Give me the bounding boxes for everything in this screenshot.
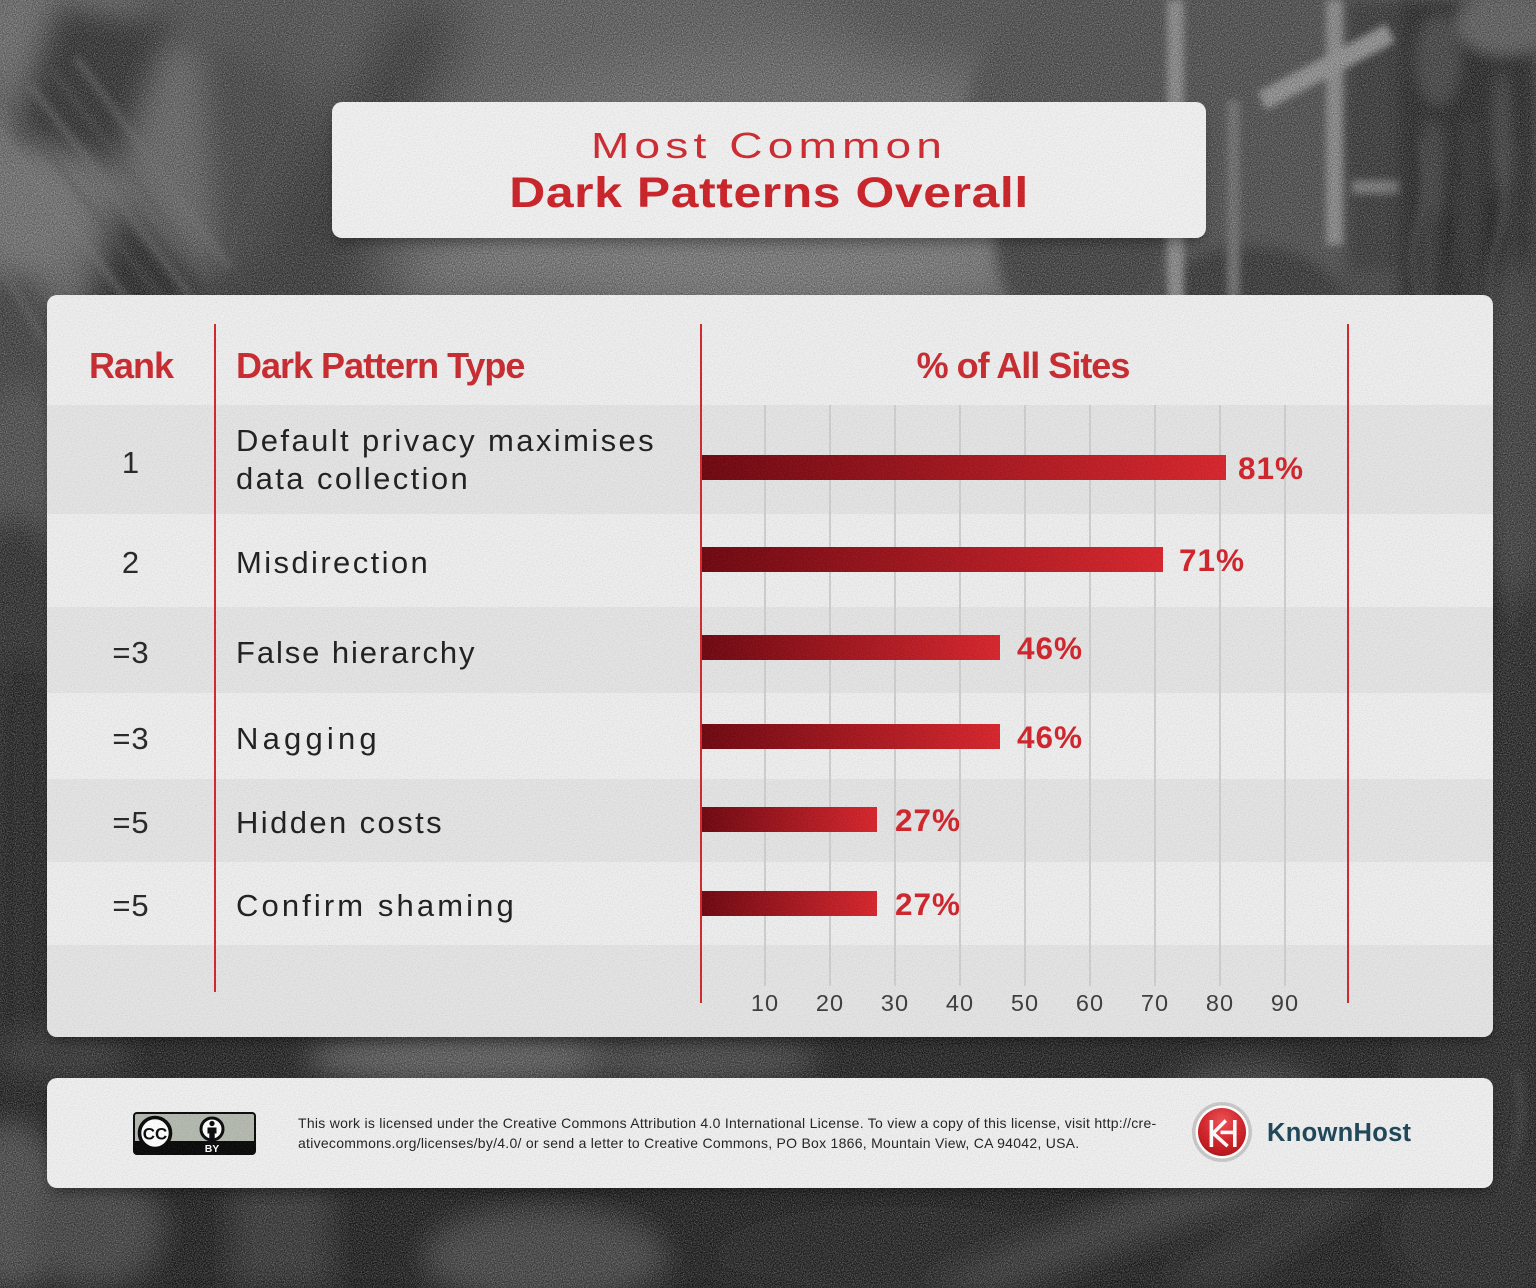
svg-text:CC: CC (143, 1125, 168, 1144)
svg-text:BY: BY (205, 1143, 220, 1155)
